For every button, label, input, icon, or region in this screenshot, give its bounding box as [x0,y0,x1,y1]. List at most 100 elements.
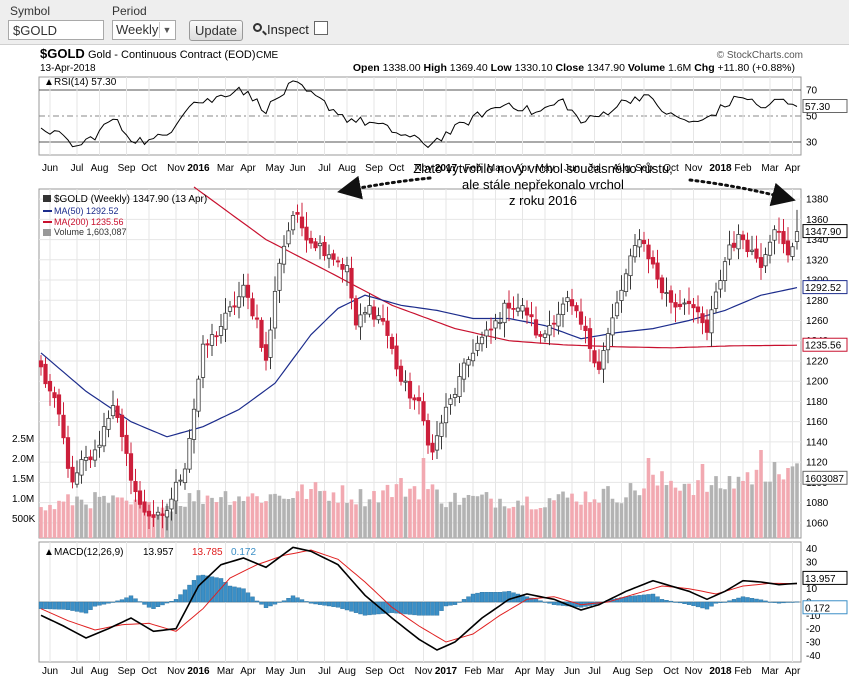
volume-bar [273,493,277,538]
x-axis-label-top: Jul [588,163,601,174]
candle-body [452,393,458,398]
x-axis-label-top: Jun [289,163,305,174]
update-button[interactable]: Update [189,20,243,41]
volume-bar [48,504,52,538]
macd-histogram-bar [142,601,147,605]
volume-bar [129,504,133,538]
macd-histogram-bar [304,601,309,603]
macd-histogram-bar [650,593,656,603]
macd-histogram-bar [259,601,264,605]
macd-histogram-bar [52,601,57,610]
macd-histogram-bar [128,595,134,603]
volume-bar [754,469,759,538]
volume-bar [156,515,160,538]
ma200-legend: MA(200) 1235.56 [54,217,124,227]
volume-bar [268,494,273,538]
volume-bar [790,466,795,538]
macd-histogram-bar [713,601,719,604]
candles-layer [38,202,800,531]
candle-body [142,501,147,513]
volume-bar [205,495,210,538]
symbol-input[interactable]: $GOLD [8,20,104,40]
x-axis-label-top: Sep [365,163,383,174]
macd-histogram-bar [335,601,341,608]
macd-tick-label: -30 [806,638,821,649]
volume-bar [219,497,223,538]
volume-bar [502,506,507,538]
x-axis-label-top: Sep [118,163,136,174]
candle-body [313,241,318,249]
volume-bar [277,495,282,538]
x-axis-label-top: Aug [613,163,631,174]
candle-body [695,306,701,313]
macd-histogram-bar [434,601,440,616]
candle-body [290,215,296,231]
candle-body [115,405,120,418]
macd-histogram-bar [695,601,701,608]
candle-body [736,234,741,250]
macd-histogram-bar [632,595,638,603]
volume-bar [102,495,106,538]
macd-legend-icon: ▲ [44,547,54,558]
rsi-layer [40,80,798,149]
candle-body [394,345,399,370]
x-axis-label-top: Feb [464,163,482,174]
candle-body [439,422,444,437]
macd-histogram-bar [457,601,462,603]
volume-bar [723,489,727,538]
period-select[interactable]: Weekly ▼ [112,20,176,40]
candle-body [560,303,566,316]
x-axis-label-top: Jul [318,163,331,174]
volume-bar [192,501,196,538]
x-axis-label-bottom: Jun [289,666,305,677]
candle-body [164,510,170,518]
volume-bar [547,498,552,538]
candle-body [344,265,350,273]
candle-body [587,328,593,349]
macd-line [40,546,798,651]
x-axis-label-bottom: Sep [635,666,653,677]
macd-histogram-bar [47,601,53,610]
macd-histogram-bar [452,601,458,605]
candle-body [56,394,62,415]
macd-histogram-bar [160,601,165,606]
candle-body [196,378,201,412]
badge-layer: 57.30 1347.90 1292.52 1235.56 1603087 13.957 0… [802,99,848,615]
candle-body [245,284,251,298]
macd-histogram-bar [745,597,750,603]
volume-bar [210,497,214,538]
candle-body [722,261,728,282]
candle-body [682,302,687,305]
macd-histogram-bar [421,601,426,616]
volume-bar [187,493,192,538]
price-tick-label: 1360 [806,215,829,226]
volume-bar [372,491,376,538]
inspect-label: Inspect [267,22,309,37]
volume-bar [759,450,763,538]
candle-body [128,453,134,481]
macd-histogram-bar [497,592,503,603]
candle-body [308,237,314,244]
volume-bar [691,495,696,538]
inspect-checkbox[interactable] [314,21,328,35]
candle-body [263,344,269,361]
candle-body [641,239,647,245]
volume-bar [475,496,480,538]
x-axis-label-bottom: Nov [685,666,703,677]
macd-tick-label: -20 [806,624,821,635]
volume-bar [615,502,619,538]
candle-body [794,231,800,243]
volume-bar [736,476,741,538]
macd-histogram-bar [227,585,233,603]
macd-histogram-bar [322,601,327,606]
macd-value-badge-box [802,570,848,585]
x-axis-label-bottom: Sep [365,666,383,677]
macd-histogram-bar [43,601,48,609]
volume-bar [394,484,399,538]
ohlc-label: Low [488,62,515,74]
close-price-badge: 1347.90 [805,227,842,238]
candle-body [349,267,354,299]
candle-body [767,241,773,256]
volume-bar [79,499,84,538]
macd-histogram-bar [533,599,539,603]
